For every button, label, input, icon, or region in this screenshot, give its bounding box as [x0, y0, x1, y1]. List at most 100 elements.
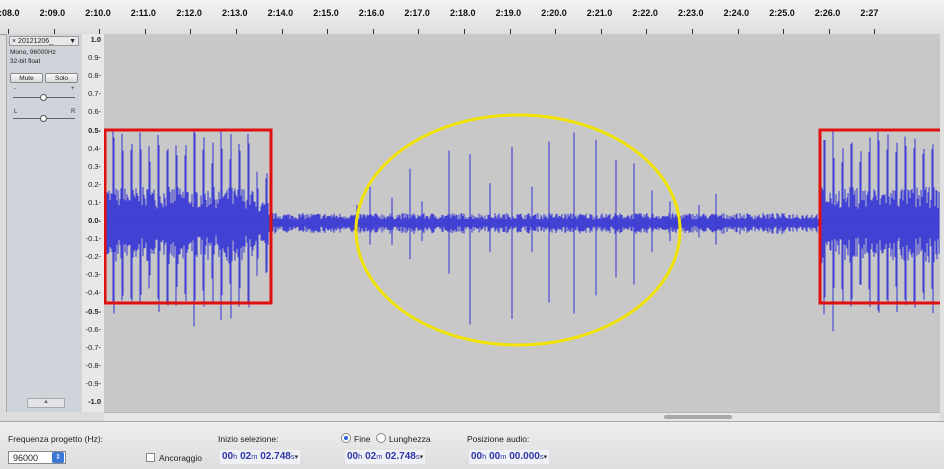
track-control-panel: × 20121206_ ▼ Mono, 96000Hz 32-bit float…: [6, 34, 83, 412]
pan-right-label: R: [71, 109, 76, 115]
ruler-tick-label: 2:16.0: [358, 8, 385, 18]
ruler-tick-mark: [144, 29, 146, 34]
ruler-tick-label: 2:10.0: [85, 8, 111, 18]
amplitude-scale-label: 0.5-: [88, 125, 101, 135]
ruler-tick-label: 2:14.0: [267, 8, 294, 18]
waveform-canvas: [104, 113, 940, 347]
ruler-tick-mark: [692, 29, 693, 34]
amplitude-scale-label: 0.1-: [88, 197, 101, 207]
track-name-menu[interactable]: × 20121206_ ▼: [9, 36, 79, 46]
track-bitdepth-info: 32-bit float: [10, 58, 41, 65]
amplitude-scale-label: 1.0: [90, 35, 101, 44]
horizontal-scrollbar[interactable]: [104, 412, 940, 422]
ruler-tick-label: 2:20.0: [541, 8, 567, 18]
end-radio[interactable]: [341, 433, 351, 443]
ruler-tick-label: 2:15.0: [313, 8, 339, 18]
amplitude-scale-label: -0.6-: [85, 324, 101, 334]
chevron-down-icon[interactable]: ▼: [69, 38, 76, 45]
ruler-tick-mark: [8, 29, 9, 34]
length-radio-label: Lunghezza: [389, 434, 431, 444]
ruler-tick-mark: [555, 29, 557, 34]
ruler-tick-mark: [600, 29, 602, 34]
selection-toolbar: Frequenza progetto (Hz): 96000 ⇕ Ancorag…: [0, 421, 944, 469]
vertical-scrollbar[interactable]: [940, 34, 944, 412]
ruler-tick-label: 2:27: [860, 8, 879, 18]
amplitude-scale-label: 0.7-: [88, 89, 101, 99]
ruler-tick-mark: [737, 29, 739, 34]
ruler-tick-mark: [281, 29, 283, 34]
ruler-tick-mark: [99, 29, 101, 34]
length-radio[interactable]: [376, 433, 386, 443]
amplitude-scale-label: -0.4-: [85, 288, 101, 298]
highlight-box-right: [818, 128, 940, 305]
ruler-tick-label: 2:24.0: [723, 8, 750, 18]
waveform-area[interactable]: [104, 34, 940, 412]
ruler-tick-mark: [372, 29, 374, 34]
amplitude-scale-label: -0.7-: [85, 342, 101, 352]
ruler-tick-label: 2:17.0: [404, 8, 430, 18]
ruler-tick-label: 2:25.0: [769, 8, 795, 18]
project-rate-label: Frequenza progetto (Hz):: [8, 434, 103, 444]
amplitude-scale-label: -0.8-: [85, 360, 101, 370]
snap-checkbox[interactable]: [146, 453, 155, 462]
ruler-tick-label: 2:12.0: [176, 8, 202, 18]
solo-button[interactable]: Solo: [45, 73, 78, 83]
audio-position-label: Posizione audio:: [467, 434, 530, 444]
ruler-tick-label: 2:21.0: [586, 8, 613, 18]
amplitude-scale-label: 0.4-: [88, 143, 101, 153]
rate-stepper-icon[interactable]: ⇕: [52, 452, 64, 463]
ruler-tick-label: 2:19.0: [495, 8, 522, 18]
waveform-trace: [104, 128, 940, 332]
selection-end-time[interactable]: 00h 02m 02.748s▾: [345, 450, 426, 464]
timeline-ruler[interactable]: 2:08.0 2:09.0 2:10.0 2:11.0 2:12.0 2:13.0 2:14…: [0, 0, 944, 35]
track-format-info: Mono, 96000Hz: [10, 49, 56, 56]
amplitude-scale-label: 0.9-: [88, 53, 101, 63]
amplitude-scale-label: -1.0: [88, 397, 101, 406]
snap-label: Ancoraggio: [159, 453, 203, 463]
track-name-label: 20121206_: [18, 38, 54, 45]
amplitude-scale-label: -0.5-: [85, 306, 101, 316]
ruler-tick-label: 2:11.0: [130, 8, 156, 18]
pan-left-label: L: [14, 109, 18, 115]
end-radio-label: Fine: [354, 434, 371, 444]
highlight-ellipse: [354, 113, 682, 347]
ruler-tick-mark: [236, 29, 237, 34]
ruler-tick-mark: [464, 29, 465, 34]
ruler-tick-label: 2:08.0: [0, 8, 20, 18]
mute-button[interactable]: Mute: [10, 73, 43, 83]
ruler-tick-mark: [874, 29, 876, 34]
collapse-track-button[interactable]: ▲: [27, 398, 65, 408]
amplitude-scale-label: 0.6-: [88, 107, 101, 117]
ruler-tick-mark: [509, 29, 511, 34]
ruler-tick-mark: [418, 29, 420, 34]
ruler-tick-mark: [828, 29, 830, 34]
project-rate-select[interactable]: 96000: [8, 451, 66, 464]
ruler-tick-mark: [53, 29, 55, 34]
amplitude-scale-label: -0.3-: [85, 270, 101, 280]
amplitude-scale: 1.0 0.9- 0.8- 0.7- 0.6- 0.5- 0.4- 0.3- 0.2- 0.1- 0…: [82, 34, 105, 412]
ruler-tick-label: 2:18.0: [450, 8, 476, 18]
highlight-box-left: [104, 128, 273, 305]
ruler-tick-label: 2:23.0: [678, 8, 704, 18]
audio-position-time[interactable]: 00h 00m 00.000s▾: [469, 450, 550, 464]
amplitude-scale-label: -0.2-: [85, 252, 101, 262]
pan-slider-knob[interactable]: [40, 115, 47, 122]
close-track-icon[interactable]: ×: [12, 38, 17, 45]
gain-slider-knob[interactable]: [40, 94, 47, 101]
ruler-tick-mark: [190, 29, 192, 34]
selection-start-label: Inizio selezione:: [218, 434, 279, 444]
ruler-tick-mark: [327, 29, 329, 34]
amplitude-scale-label: 0.2-: [88, 179, 101, 189]
ruler-tick-mark: [646, 29, 648, 34]
amplitude-scale-label: 0.0-: [88, 216, 101, 225]
amplitude-scale-label: 0.8-: [88, 71, 101, 81]
ruler-tick-mark: [783, 29, 785, 34]
amplitude-scale-label: -0.1-: [85, 234, 101, 244]
horizontal-scrollbar-thumb[interactable]: [664, 415, 732, 419]
gain-minus-label: -: [14, 86, 16, 92]
ruler-tick-label: 2:13.0: [222, 8, 248, 18]
amplitude-scale-label: -0.9-: [85, 378, 101, 388]
ruler-tick-label: 2:09.0: [39, 8, 66, 18]
selection-start-time[interactable]: 00h 02m 02.748s▾: [220, 450, 301, 464]
gain-plus-label: +: [71, 86, 75, 92]
